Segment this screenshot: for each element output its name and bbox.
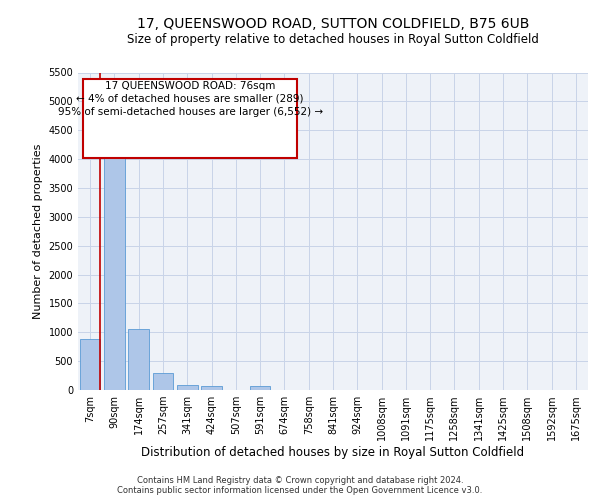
Bar — [177, 384, 197, 390]
Text: 17 QUEENSWOOD ROAD: 76sqm: 17 QUEENSWOOD ROAD: 76sqm — [105, 81, 275, 91]
Bar — [104, 127, 125, 390]
Bar — [128, 329, 149, 390]
Text: Contains HM Land Registry data © Crown copyright and database right 2024.
Contai: Contains HM Land Registry data © Crown c… — [118, 476, 482, 495]
Text: 95% of semi-detached houses are larger (6,552) →: 95% of semi-detached houses are larger (… — [58, 107, 323, 117]
Bar — [80, 339, 100, 390]
Bar — [201, 386, 222, 390]
Y-axis label: Number of detached properties: Number of detached properties — [33, 144, 43, 319]
Text: Size of property relative to detached houses in Royal Sutton Coldfield: Size of property relative to detached ho… — [127, 32, 539, 46]
Bar — [250, 386, 271, 390]
Text: 17, QUEENSWOOD ROAD, SUTTON COLDFIELD, B75 6UB: 17, QUEENSWOOD ROAD, SUTTON COLDFIELD, B… — [137, 18, 529, 32]
X-axis label: Distribution of detached houses by size in Royal Sutton Coldfield: Distribution of detached houses by size … — [142, 446, 524, 459]
Text: ← 4% of detached houses are smaller (289): ← 4% of detached houses are smaller (289… — [76, 94, 304, 104]
FancyBboxPatch shape — [83, 79, 297, 158]
Bar — [152, 373, 173, 390]
